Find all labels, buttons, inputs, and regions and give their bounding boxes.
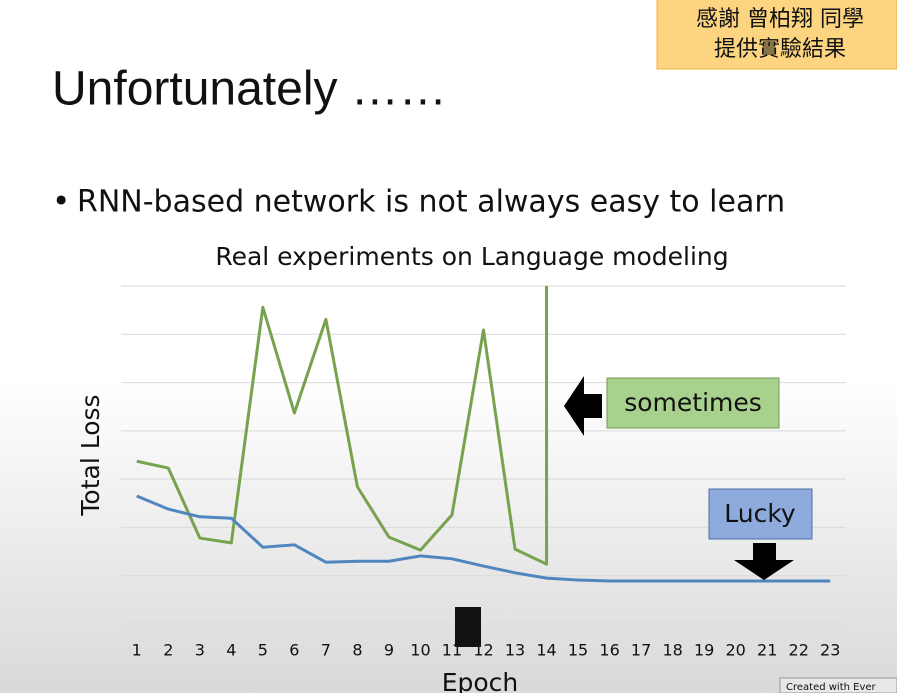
note-line: 提供實驗結果 [714,37,846,62]
x-axis-label: Epoch [442,668,519,693]
note-line: 感謝 曾柏翔 同學 [696,7,864,32]
x-tick-label: 10 [410,641,430,660]
sometimes-box [606,377,780,429]
x-tick-label: 1 [132,641,142,660]
x-tick-label: 19 [694,641,714,660]
annotation: Lucky [724,499,796,528]
x-tick-label: 3 [195,641,205,660]
lucky-box [708,488,813,540]
x-tick-label: 8 [352,641,362,660]
line-series [136,494,831,583]
bullet-text: RNN-based network is not always easy to … [77,185,785,220]
slide-title: Unfortunately …… [52,63,447,116]
x-tick-label: 16 [599,641,619,660]
x-tick-label: 2 [163,641,173,660]
annotation: sometimes [624,388,762,417]
arrow-down [734,543,794,580]
y-axis-label: Total Loss [76,394,105,516]
x-tick-label: 17 [631,641,651,660]
chart-title: Real experiments on Language modeling [215,242,728,271]
x-tick-label: 15 [568,641,588,660]
bullet-dot: • [52,184,70,220]
watermark: Created with Ever [786,682,877,693]
arrow-left [564,376,602,436]
x-tick-label: 7 [321,641,331,660]
x-tick-label: 5 [258,641,268,660]
x-tick-label: 20 [725,641,745,660]
note-box [656,0,897,70]
x-tick-label: 23 [820,641,840,660]
x-tick-label: 14 [536,641,556,660]
x-tick-label: 9 [384,641,394,660]
line-series [136,286,549,566]
x-tick-label: 4 [226,641,236,660]
x-tick-label: 6 [289,641,299,660]
cursor-block [455,607,481,647]
x-tick-label: 22 [789,641,809,660]
x-tick-label: 13 [505,641,525,660]
x-tick-label: 21 [757,641,777,660]
watermark-box [779,677,897,693]
x-tick-label: 18 [662,641,682,660]
